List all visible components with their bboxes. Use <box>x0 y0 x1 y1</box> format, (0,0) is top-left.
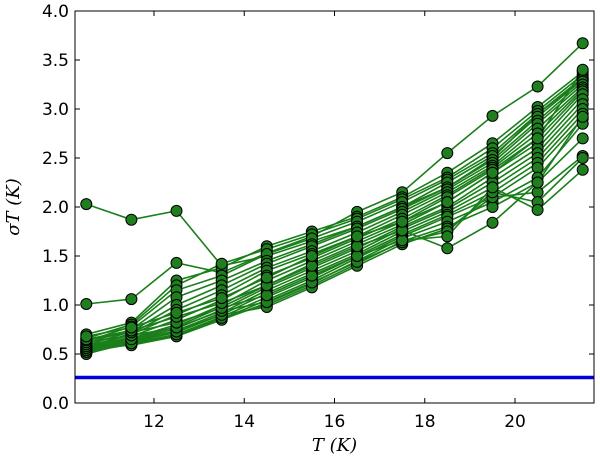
data-point <box>125 293 138 306</box>
series-line <box>86 86 584 349</box>
series-line <box>86 90 584 351</box>
series-line <box>86 155 584 345</box>
data-point <box>486 109 499 122</box>
data-point <box>260 271 273 284</box>
series-line <box>86 169 584 342</box>
data-point <box>576 63 589 76</box>
series-line <box>86 71 584 336</box>
data-point <box>170 204 183 217</box>
data-point <box>576 152 589 164</box>
series-line <box>86 88 584 350</box>
data-point <box>170 256 183 269</box>
series-line <box>86 137 584 347</box>
data-point <box>215 292 228 305</box>
x-axis-label: T (K) <box>312 435 357 456</box>
y-axis-label: σT (K) <box>3 178 24 236</box>
series-line <box>86 80 584 346</box>
y-tick-label: 2.5 <box>42 149 69 169</box>
data-point <box>441 242 454 255</box>
data-point <box>441 230 454 243</box>
data-point <box>80 198 93 211</box>
series-line <box>86 98 584 353</box>
y-tick-label: 1.0 <box>42 296 69 316</box>
series-line <box>86 76 584 343</box>
series-line <box>86 116 584 341</box>
data-point <box>441 147 454 160</box>
series-line <box>86 78 584 267</box>
y-tick-label: 1.5 <box>42 247 69 267</box>
series-line <box>86 78 584 344</box>
data-point <box>576 37 589 50</box>
data-point <box>396 215 409 228</box>
series-line <box>86 118 584 351</box>
data-point <box>125 213 138 226</box>
data-point <box>486 216 499 229</box>
y-tick-label: 3.0 <box>42 100 69 120</box>
series-line <box>86 108 584 355</box>
data-point <box>531 80 544 93</box>
data-point <box>576 163 589 176</box>
y-tick-label: 4.0 <box>42 2 69 22</box>
x-tick-label: 20 <box>504 412 526 432</box>
y-tick-label: 0.0 <box>42 394 69 414</box>
data-point <box>80 330 93 343</box>
x-tick-label: 12 <box>143 412 165 432</box>
data-point <box>351 230 364 243</box>
data-point <box>125 321 138 334</box>
data-point <box>531 176 544 189</box>
data-point <box>170 306 183 319</box>
y-tick-label: 2.0 <box>42 198 69 218</box>
x-tick-label: 18 <box>414 412 436 432</box>
tick-layer: 12 14 16 18 20 0.0 0.5 1.0 1.5 2.0 2.5 3.0 3.5 4.0 <box>42 2 594 432</box>
data-point <box>486 181 499 194</box>
data-point <box>531 203 544 216</box>
x-tick-label: 14 <box>233 412 255 432</box>
data-point <box>305 250 318 262</box>
data-point <box>576 110 589 123</box>
series-line <box>86 157 584 343</box>
data-point <box>531 132 544 145</box>
data-point <box>80 298 93 310</box>
y-tick-label: 0.5 <box>42 345 69 365</box>
x-tick-label: 16 <box>324 412 346 432</box>
data-point <box>441 196 454 209</box>
data-point <box>576 132 589 145</box>
data-point <box>486 166 499 179</box>
series-line <box>86 69 584 338</box>
data-point <box>215 257 228 270</box>
y-tick-label: 3.5 <box>42 51 69 71</box>
series-line <box>86 74 584 340</box>
series-line <box>86 83 584 348</box>
series-layer <box>80 37 589 360</box>
